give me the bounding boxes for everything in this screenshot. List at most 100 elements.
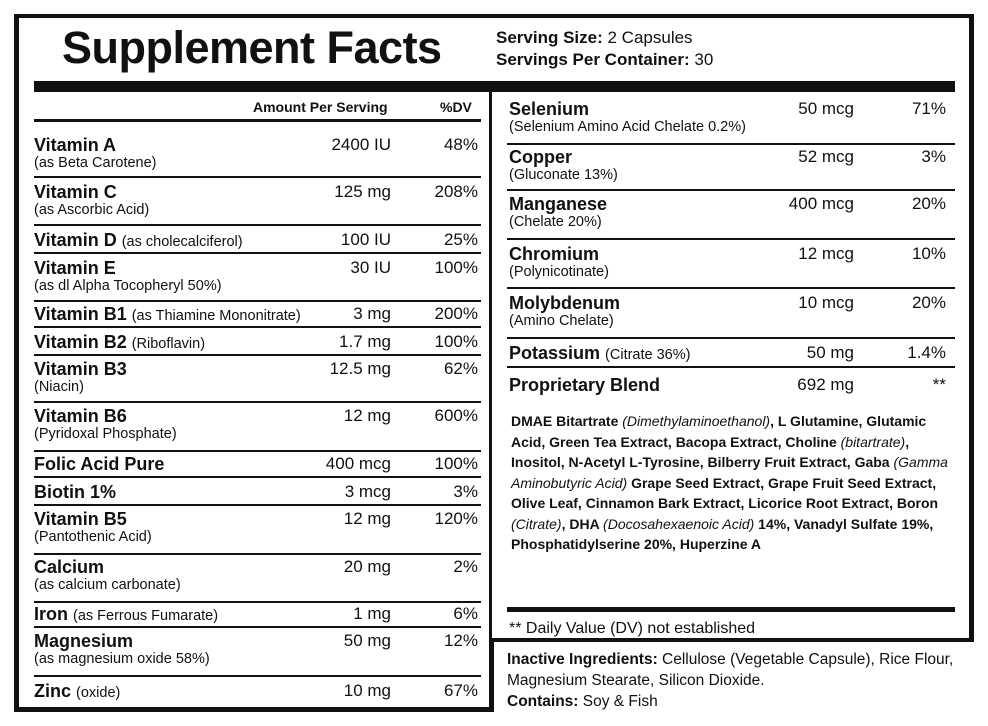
inactive-ingredients: Inactive Ingredients: Cellulose (Vegetab… xyxy=(507,649,967,712)
row-rule xyxy=(34,476,481,478)
nutrient-name-text: Biotin 1% xyxy=(34,482,117,502)
nutrient-name-text: Molybdenum xyxy=(509,293,620,313)
nutrient-name-text: Magnesium xyxy=(34,631,134,651)
nutrient-name: Chromium xyxy=(509,244,599,264)
nutrient-source: (Selenium Amino Acid Chelate 0.2%) xyxy=(509,119,746,135)
nutrient-name-text: Vitamin C xyxy=(34,182,117,202)
nutrient-amount: 2400 IU xyxy=(331,135,391,154)
nutrient-source-inline: (as Thiamine Mononitrate) xyxy=(131,308,301,324)
nutrient-name: Zinc (oxide) xyxy=(34,681,120,703)
row-rule xyxy=(507,287,955,289)
nutrient-source: (as magnesium oxide 58%) xyxy=(34,651,210,667)
nutrient-dv: 12% xyxy=(443,631,478,650)
row-rule xyxy=(34,675,481,677)
nutrient-name: Copper xyxy=(509,147,572,167)
servings-per-container-value: 30 xyxy=(694,50,714,69)
row-rule xyxy=(34,252,481,254)
nutrient-name-text: Vitamin B3 xyxy=(34,359,127,379)
nutrient-name-text: Iron xyxy=(34,604,68,624)
row-rule xyxy=(507,189,955,191)
nutrient-row: Potassium (Citrate 36%) 50 mg 1.4% xyxy=(509,342,949,365)
row-rule xyxy=(34,553,481,555)
nutrient-amount: 125 mg xyxy=(334,182,391,201)
blend-rule xyxy=(507,607,955,612)
row-rule xyxy=(34,626,481,628)
nutrient-name: Potassium (Citrate 36%) xyxy=(509,343,690,365)
daily-value-note: ** Daily Value (DV) not established xyxy=(509,620,756,637)
nutrient-name: Vitamin D (as cholecalciferol) xyxy=(34,230,243,252)
nutrient-amount: 400 mcg xyxy=(788,194,854,213)
nutrient-source-inline: (as cholecalciferol) xyxy=(121,234,243,250)
row-rule xyxy=(34,401,481,403)
nutrient-dv: 25% xyxy=(443,230,478,249)
nutrient-row: Vitamin B6 (Pyridoxal Phosphate) 12 mg 600% xyxy=(34,405,481,443)
nutrient-amount: 692 mg xyxy=(797,375,854,394)
frame-bottom-border xyxy=(14,707,494,712)
nutrient-source: (as Ascorbic Acid) xyxy=(34,202,150,218)
nutrient-amount: 50 mcg xyxy=(798,99,854,118)
nutrient-name-text: Manganese xyxy=(509,194,608,214)
nutrient-amount: 100 IU xyxy=(340,230,391,249)
nutrient-name: Proprietary Blend xyxy=(509,375,660,395)
nutrient-name: Magnesium xyxy=(34,631,133,651)
nutrient-amount: 1 mg xyxy=(353,604,391,623)
nutrient-row: Chromium (Polynicotinate) 12 mcg 10% xyxy=(509,243,949,281)
nutrient-source: (Chelate 20%) xyxy=(509,214,602,230)
nutrient-name-text: Folic Acid Pure xyxy=(34,454,165,474)
nutrient-row: Zinc (oxide) 10 mg 67% xyxy=(34,680,481,703)
nutrient-dv: 20% xyxy=(911,194,946,213)
nutrient-amount: 52 mcg xyxy=(798,147,854,166)
panel-title: Supplement Facts xyxy=(62,22,442,73)
nutrient-row: Vitamin B1 (as Thiamine Mononitrate) 3 mg… xyxy=(34,303,481,326)
nutrient-dv: 3% xyxy=(921,147,946,166)
nutrient-dv: 6% xyxy=(453,604,478,623)
row-rule xyxy=(34,326,481,328)
nutrient-name: Calcium xyxy=(34,557,104,577)
nutrient-dv: 48% xyxy=(443,135,478,154)
nutrient-row: Biotin 1% 3 mcg 3% xyxy=(34,481,481,502)
nutrient-source: (as Beta Carotene) xyxy=(34,155,157,171)
blend-ingredient-note: (Citrate) xyxy=(511,515,562,532)
nutrient-row: Vitamin B5 (Pantothenic Acid) 12 mg 120% xyxy=(34,508,481,546)
nutrient-name: Manganese xyxy=(509,194,607,214)
blend-ingredient-note: (Docosahexaenoic Acid) xyxy=(603,515,755,532)
nutrient-name-text: Chromium xyxy=(509,244,599,264)
nutrient-row: Vitamin D (as cholecalciferol) 100 IU 25% xyxy=(34,229,481,252)
nutrient-amount: 50 mg xyxy=(343,631,391,650)
nutrient-source: (Pantothenic Acid) xyxy=(34,529,152,545)
nutrient-row: Vitamin A (as Beta Carotene) 2400 IU 48% xyxy=(34,134,481,172)
row-rule xyxy=(34,450,481,452)
nutrient-dv: 62% xyxy=(443,359,478,378)
nutrient-name: Vitamin E xyxy=(34,258,116,278)
nutrient-dv: 100% xyxy=(434,454,478,473)
serving-size-label: Serving Size: xyxy=(496,28,603,47)
amount-header: Amount Per Serving xyxy=(253,99,388,115)
inactive-text: Cellulose (Vegetable Capsule), Rice Flou… xyxy=(507,651,954,689)
nutrient-row: Vitamin B3 (Niacin) 12.5 mg 62% xyxy=(34,358,481,396)
nutrient-amount: 3 mcg xyxy=(344,482,391,501)
frame-left-border xyxy=(14,14,19,712)
nutrient-name-text: Vitamin D xyxy=(34,230,117,250)
nutrient-name-text: Proprietary Blend xyxy=(509,375,661,395)
nutrient-name: Selenium xyxy=(509,99,589,119)
nutrient-amount: 12 mg xyxy=(343,406,391,425)
nutrient-row: Vitamin E (as dl Alpha Tocopheryl 50%) 30 … xyxy=(34,257,481,295)
nutrient-dv: 71% xyxy=(911,99,946,118)
nutrient-name: Iron (as Ferrous Fumarate) xyxy=(34,604,218,626)
nutrient-name: Vitamin B1 (as Thiamine Mononitrate) xyxy=(34,304,301,326)
nutrient-row: Vitamin B2 (Riboflavin) 1.7 mg 100% xyxy=(34,331,481,352)
nutrient-source-inline: (Citrate 36%) xyxy=(605,347,691,363)
nutrient-dv: 600% xyxy=(434,406,478,425)
frame-right-border xyxy=(969,14,974,642)
nutrient-dv: 100% xyxy=(434,258,478,277)
nutrient-name: Vitamin A xyxy=(34,135,116,155)
nutrient-name: Vitamin B6 xyxy=(34,406,127,426)
nutrient-amount: 1.7 mg xyxy=(339,332,391,351)
proprietary-blend-ingredients: DMAE Bitartrate (Dimethylaminoethanol), … xyxy=(511,411,956,555)
nutrient-name-text: Calcium xyxy=(34,557,105,577)
blend-ingredient-note: (Dimethylaminoethanol) xyxy=(622,413,771,429)
column-divider xyxy=(489,92,492,688)
header-rule xyxy=(34,119,481,122)
row-rule xyxy=(34,504,481,506)
nutrient-name-text: Vitamin B2 xyxy=(34,332,127,352)
